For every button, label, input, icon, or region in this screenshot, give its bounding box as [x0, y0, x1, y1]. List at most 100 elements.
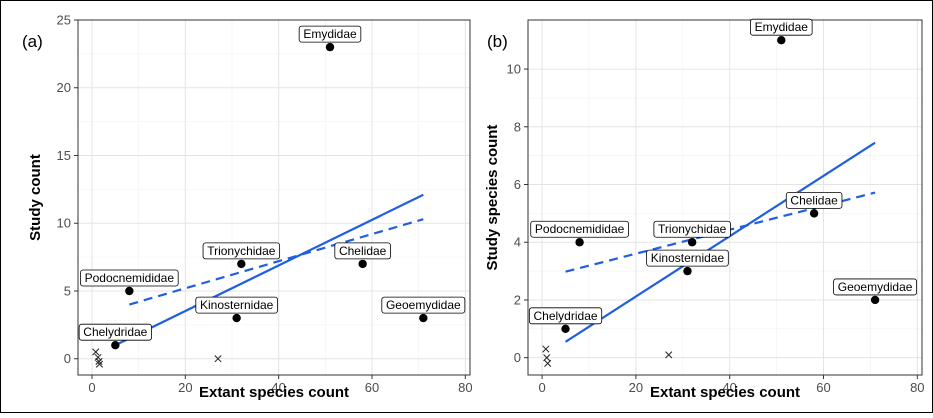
point-label-text: Chelidae [339, 244, 387, 258]
x-tick-label: 40 [271, 380, 285, 395]
x-tick-label: 60 [816, 380, 830, 395]
point-label-text: Chelidae [790, 193, 838, 207]
y-tick-label: 0 [514, 350, 521, 365]
y-tick-label: 8 [514, 119, 521, 134]
point-label-text: Podocnemididae [535, 222, 625, 236]
point-label: Emydidae [298, 25, 362, 43]
x-tick-label: 0 [538, 380, 545, 395]
x-marker [95, 360, 104, 368]
point-label: Trionychidae [202, 242, 281, 260]
point-label-box [653, 220, 731, 238]
y-tick-label: 10 [57, 216, 71, 231]
x-tick-label: 20 [629, 380, 643, 395]
point-label-text: Emydidae [755, 20, 809, 34]
point-label-box [381, 296, 466, 314]
data-point [687, 238, 697, 247]
x-marker-stroke [543, 354, 551, 362]
x-marker [214, 355, 222, 363]
point-label-box [833, 278, 918, 296]
plot-border [527, 19, 923, 376]
x-marker [665, 351, 673, 359]
data-point [683, 266, 692, 276]
point-label: Kinosternidae [646, 249, 729, 267]
x-marker [542, 345, 550, 353]
x-tick-label: 80 [910, 380, 924, 395]
plot-border [77, 19, 471, 376]
point-label-box [785, 191, 843, 209]
y-axis-title: Study species count [484, 125, 501, 271]
x-marker-stroke [544, 359, 552, 368]
point-label-text: Chelydridae [534, 309, 598, 323]
point-label-box [298, 25, 362, 43]
point-label-box [646, 249, 729, 267]
y-axis-title: Study count [27, 154, 44, 241]
point-label-box [78, 323, 152, 341]
x-marker-stroke [665, 351, 673, 359]
data-point [232, 313, 241, 323]
x-marker [544, 359, 552, 368]
data-point [358, 259, 367, 269]
point-label: Podocnemididae [530, 220, 629, 238]
chart-panel-1: 0 20 40 60 80 0 5 10 15 20 25 Extant species count S… [22, 13, 473, 402]
data-point [125, 286, 134, 296]
y-tick-label: 2 [514, 292, 521, 307]
data-point [325, 42, 335, 52]
point-label: Geoemydidae [381, 296, 466, 314]
x-marker [95, 357, 103, 366]
x-axis-title: Extant species count [650, 384, 800, 401]
data-point [237, 259, 246, 269]
point-label-box [195, 296, 278, 314]
point-label: Chelydridae [78, 323, 152, 341]
x-marker [92, 348, 100, 356]
y-tick-label: 0 [64, 351, 71, 366]
data-point [111, 340, 120, 350]
y-tick-label: 4 [514, 235, 521, 250]
point-label: Kinosternidae [195, 296, 278, 314]
x-marker-stroke [92, 348, 100, 356]
x-marker-stroke [214, 355, 222, 363]
data-point [809, 209, 819, 218]
point-label-text: Geoemydidae [386, 298, 461, 312]
data-point [575, 238, 584, 247]
point-label: Chelydridae [528, 307, 603, 325]
x-marker-stroke [542, 345, 550, 353]
plot-background [78, 20, 470, 375]
y-tick-label: 10 [507, 62, 521, 77]
solid-fit-line [114, 193, 424, 347]
point-label-text: Geoemydidae [838, 280, 913, 294]
point-label-text: Kinosternidae [200, 298, 274, 312]
data-point [777, 36, 786, 45]
x-marker-stroke [95, 357, 103, 366]
y-tick-label: 6 [514, 177, 521, 192]
point-label: Emydidae [750, 18, 813, 36]
dashed-fit-line [565, 191, 876, 273]
x-marker-stroke [95, 360, 104, 368]
y-tick-label: 20 [57, 80, 71, 95]
x-tick-label: 0 [88, 380, 95, 395]
point-label: Geoemydidae [833, 278, 918, 296]
y-tick-label: 25 [57, 13, 71, 28]
point-label: Chelidae [785, 191, 843, 209]
x-marker [543, 354, 551, 362]
point-label-text: Trionychidae [207, 244, 276, 258]
point-label-box [202, 242, 281, 260]
point-label-text: Kinosternidae [651, 251, 725, 265]
point-label-text: Emydidae [303, 27, 357, 41]
x-tick-label: 40 [722, 380, 736, 395]
x-tick-label: 80 [458, 380, 472, 395]
x-tick-label: 60 [365, 380, 379, 395]
point-label: Chelidae [334, 242, 391, 260]
point-label-box [80, 269, 179, 287]
point-label-box [334, 242, 391, 260]
dashed-fit-line [129, 218, 424, 306]
x-marker-stroke [94, 353, 102, 361]
point-label-text: Trionychidae [658, 222, 727, 236]
chart-panel-2: 0 20 40 60 80 0 2 4 6 8 10 Extant species count Stud… [484, 18, 925, 401]
y-tick-label: 15 [57, 148, 71, 163]
point-label: Podocnemididae [80, 269, 179, 287]
point-label-text: Chelydridae [83, 325, 147, 339]
data-point [870, 295, 880, 305]
point-label-box [528, 307, 603, 325]
